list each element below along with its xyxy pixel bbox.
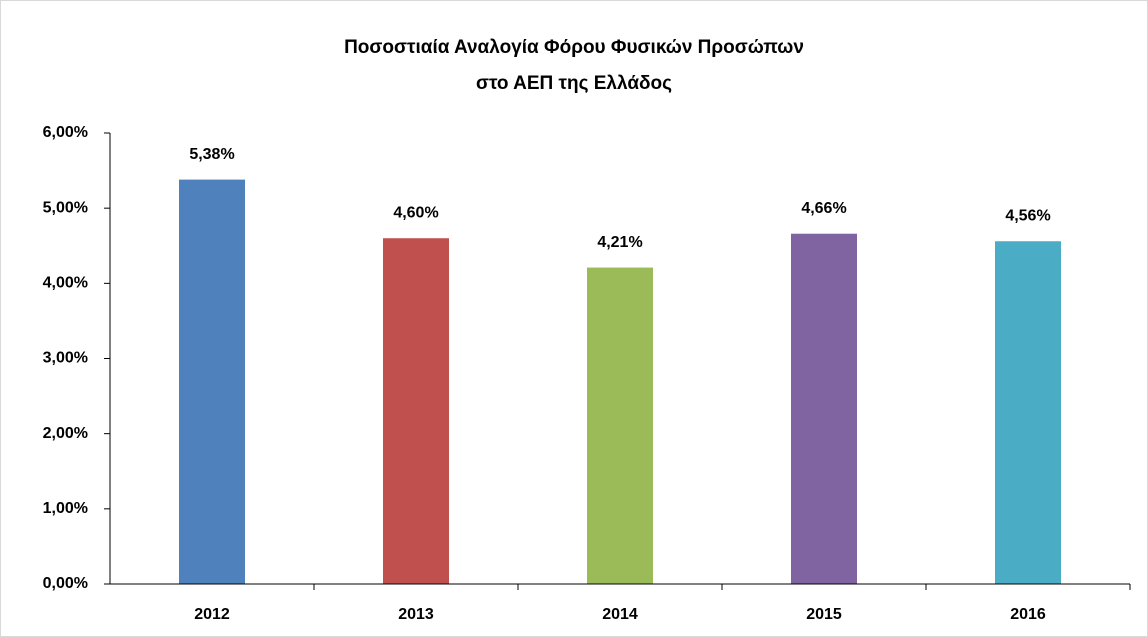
data-label: 4,21% xyxy=(597,234,642,251)
chart-title: στο ΑΕΠ της Ελλάδος xyxy=(476,73,672,94)
y-tick-label: 5,00% xyxy=(43,199,88,216)
y-tick-label: 3,00% xyxy=(43,350,88,367)
chart-title: Ποσοστιαία Αναλογία Φόρου Φυσικών Προσώπ… xyxy=(344,37,804,58)
data-label: 4,56% xyxy=(1005,207,1050,224)
x-tick-label: 2015 xyxy=(806,606,842,623)
y-tick-label: 0,00% xyxy=(43,575,88,592)
x-tick-label: 2012 xyxy=(194,606,230,623)
y-tick-label: 2,00% xyxy=(43,425,88,442)
bar xyxy=(587,267,653,584)
x-tick-label: 2014 xyxy=(602,606,638,623)
y-tick-label: 6,00% xyxy=(43,124,88,141)
y-tick-label: 1,00% xyxy=(43,500,88,517)
bar xyxy=(383,238,449,584)
bar xyxy=(995,241,1061,585)
y-tick-label: 4,00% xyxy=(43,275,88,292)
bar xyxy=(791,233,857,584)
x-tick-label: 2013 xyxy=(398,606,434,623)
data-label: 4,60% xyxy=(393,204,438,221)
data-label: 4,66% xyxy=(801,200,846,217)
bar xyxy=(179,179,245,584)
x-tick-label: 2016 xyxy=(1010,606,1046,623)
data-label: 5,38% xyxy=(189,146,234,163)
